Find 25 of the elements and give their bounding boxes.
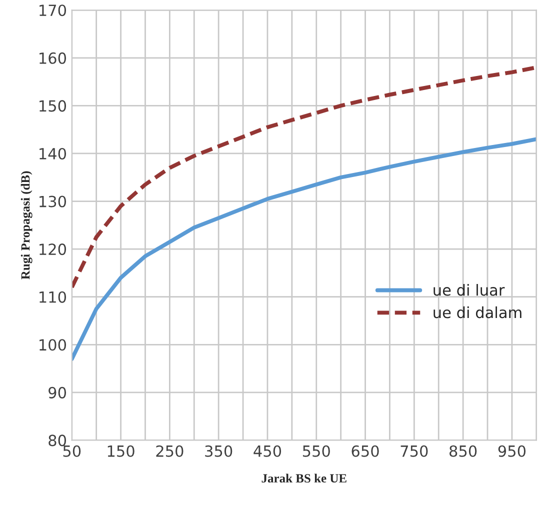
- y-tick-label: 160: [40, 52, 66, 64]
- y-tick-label: 100: [40, 339, 66, 351]
- x-tick-label: 50: [63, 445, 81, 457]
- y-tick-label: 130: [40, 196, 66, 208]
- y-tick-label: 150: [40, 100, 66, 112]
- y-tick-label: 140: [40, 148, 66, 160]
- y-tick-label: 80: [48, 434, 66, 446]
- y-tick-label: 90: [48, 386, 66, 398]
- y-tick-label: 170: [40, 4, 66, 16]
- legend-label: ue di dalam: [434, 306, 522, 318]
- x-axis-title: Jarak BS ke UE: [262, 474, 346, 483]
- y-tick-label: 110: [40, 291, 66, 303]
- x-tick-label: 850: [450, 445, 477, 457]
- x-tick-label: 350: [205, 445, 232, 457]
- x-tick-label: 150: [108, 445, 134, 457]
- y-axis-title: Rugi Propagasi (dB): [20, 171, 32, 280]
- y-tick-label: 120: [40, 244, 66, 256]
- x-tick-label: 650: [352, 445, 379, 457]
- legend-label: ue di luar: [434, 284, 505, 296]
- x-tick-label: 950: [498, 445, 526, 457]
- x-tick-label: 250: [156, 445, 184, 457]
- x-tick-label: 750: [400, 445, 428, 457]
- line-series: [72, 137, 536, 361]
- x-tick-label: 450: [254, 445, 282, 457]
- x-tick-label: 550: [302, 445, 330, 457]
